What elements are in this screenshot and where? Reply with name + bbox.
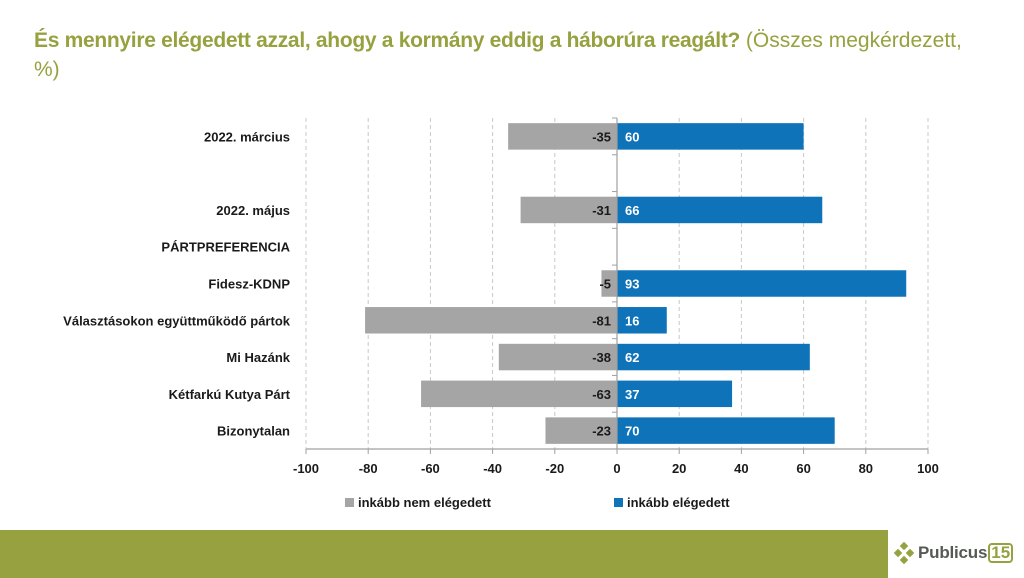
data-label-positive: 37	[625, 387, 639, 402]
x-tick-label: 60	[796, 461, 810, 476]
chart-title-main: És mennyire elégedett azzal, ahogy a kor…	[34, 29, 741, 52]
bar-negative	[520, 196, 617, 224]
publicus-logo: Publicus 15	[893, 538, 1014, 568]
chart-title-subtitle: (Összes megkérdezett, %)	[34, 29, 962, 81]
x-tick-label: -80	[359, 461, 378, 476]
x-tick-label: -60	[421, 461, 440, 476]
category-label: Fidesz-KDNP	[208, 277, 290, 292]
category-label: Kétfarkú Kutya Párt	[169, 387, 291, 402]
legend-swatch-positive	[614, 498, 623, 507]
x-tick-label: 80	[859, 461, 873, 476]
data-label-negative: -35	[592, 129, 611, 144]
bar-negative	[545, 417, 617, 444]
footer-bar	[0, 530, 888, 578]
bar-positive	[617, 196, 823, 224]
x-tick-label: 40	[734, 461, 748, 476]
data-label-positive: 93	[625, 277, 639, 292]
bar-positive	[617, 343, 810, 371]
legend-label-positive: inkább elégedett	[627, 495, 730, 510]
data-label-positive: 66	[625, 203, 639, 218]
data-label-positive: 16	[625, 313, 639, 328]
legend-item-positive: inkább elégedett	[614, 495, 730, 510]
legend-item-negative: inkább nem elégedett	[345, 495, 491, 510]
x-tick-label: 0	[613, 461, 620, 476]
category-label: 2022. március	[204, 129, 290, 144]
bar-negative	[508, 123, 617, 150]
logo-number: 15	[988, 543, 1014, 563]
logo-diamond-icon	[893, 542, 915, 564]
category-label: PÁRTPREFERENCIA	[161, 240, 290, 255]
data-label-negative: -63	[592, 387, 611, 402]
bar-negative	[421, 380, 617, 408]
data-label-positive: 62	[625, 350, 639, 365]
axes	[305, 117, 929, 454]
legend-swatch-negative	[345, 498, 354, 507]
bar-negative	[498, 343, 617, 371]
category-label: Mi Hazánk	[226, 350, 290, 365]
x-tick-label: -20	[545, 461, 564, 476]
bar-positive	[617, 380, 733, 408]
bars	[365, 123, 907, 444]
bar-positive	[617, 270, 907, 297]
data-label-negative: -23	[592, 424, 611, 439]
bar-negative	[365, 307, 617, 334]
chart-title: És mennyire elégedett azzal, ahogy a kor…	[34, 26, 974, 84]
data-label-negative: -31	[592, 203, 611, 218]
data-label-positive: 70	[625, 424, 639, 439]
x-tick-label: -40	[483, 461, 502, 476]
bar-positive	[617, 417, 835, 444]
data-label-negative: -38	[592, 350, 611, 365]
category-label: Választásokon együttműködő pártok	[63, 313, 291, 328]
category-label: 2022. május	[216, 203, 290, 218]
x-tick-label: 20	[672, 461, 686, 476]
logo-text: Publicus	[918, 543, 988, 562]
data-label-negative: -81	[592, 313, 611, 328]
labels: -100 -80 -60 -40 -20 0 20 40 60 80 100 2022. márciu…	[63, 129, 939, 476]
data-label-negative: -5	[599, 277, 611, 292]
x-tick-label: -100	[293, 461, 319, 476]
x-tick-label: 100	[917, 461, 939, 476]
bar-positive	[617, 307, 667, 334]
bar-positive	[617, 123, 804, 150]
bar-negative	[601, 270, 617, 297]
data-label-positive: 60	[625, 129, 639, 144]
legend-label-negative: inkább nem elégedett	[358, 495, 491, 510]
category-label: Bizonytalan	[217, 424, 290, 439]
